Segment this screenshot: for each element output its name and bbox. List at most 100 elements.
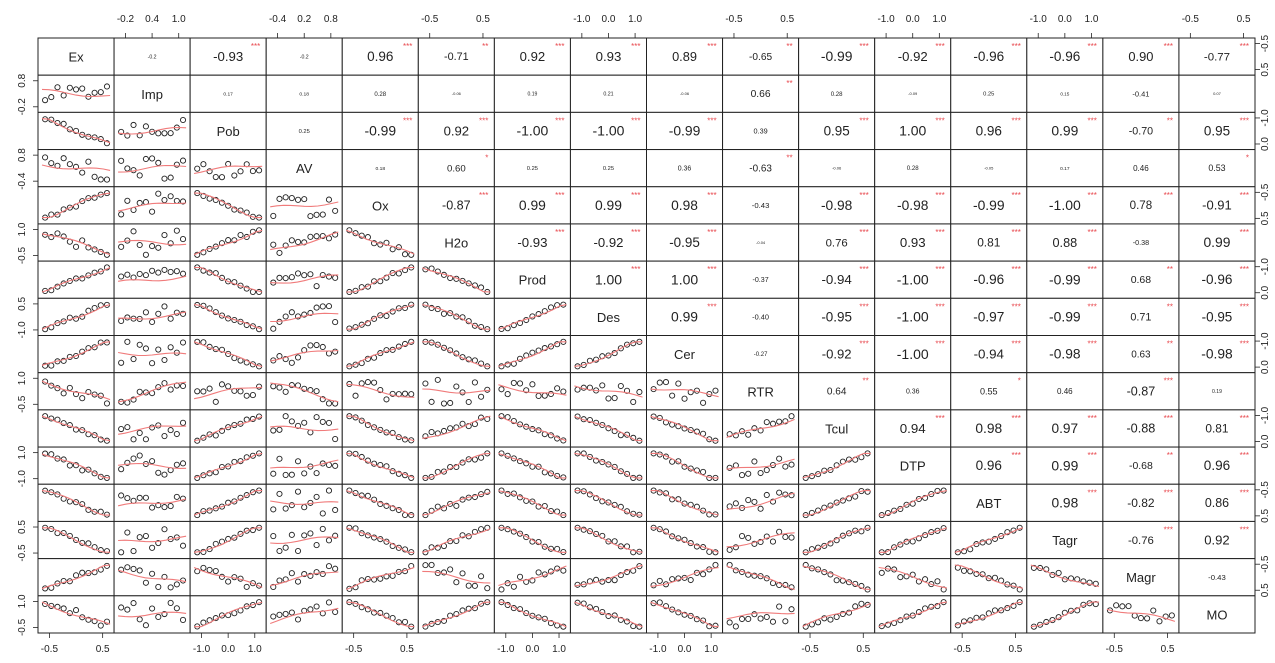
scatter-point-4-1-6 (155, 190, 162, 197)
panel-5-0 (37, 223, 115, 262)
tick-label-top-3-2: 0.8 (324, 14, 338, 25)
scatter-point-12-10-1 (808, 509, 815, 516)
scatter-point-9-5-2 (434, 376, 441, 383)
scatter-point-15-13-10 (1092, 601, 1099, 608)
scatter-point-10-2-1 (200, 434, 207, 441)
smoother-line-6-3 (270, 274, 339, 284)
scatter-point-10-9-10 (788, 413, 795, 420)
correlation-value-11-13: 0.99 (1051, 457, 1078, 473)
correlation-value-0-3: -0.2 (300, 54, 309, 60)
scatter-point-9-5-9 (478, 393, 485, 400)
significance-stars-4-10: *** (859, 191, 868, 200)
scatter-point-7-1-8 (167, 315, 174, 322)
correlation-value-1-10: 0.28 (831, 91, 843, 98)
panel-2-6 (493, 111, 571, 151)
correlation-value-0-5: -0.71 (444, 51, 469, 63)
scatter-point-11-4-8 (395, 470, 402, 477)
scatter-point-14-2-1 (200, 564, 207, 571)
panel-5-1 (113, 223, 191, 262)
scatter-point-15-1-1 (124, 606, 131, 613)
correlation-value-11-12: 0.96 (976, 458, 1002, 473)
scatter-point-10-1-0 (118, 425, 125, 433)
panel-14-3 (265, 558, 343, 597)
tick-label-bottom-14-1: 0.5 (1161, 644, 1175, 655)
panel-1-4 (341, 74, 419, 113)
significance-stars-2-7: *** (631, 116, 640, 125)
scatter-point-15-1-6 (155, 613, 162, 621)
panel-9-2 (189, 372, 267, 411)
panel-0-5 (417, 37, 495, 76)
panel-3-1 (113, 149, 191, 188)
scatter-point-12-2-4 (218, 503, 226, 510)
scatter-point-10-5-4 (447, 425, 454, 432)
correlation-value-3-13: 0.17 (1060, 166, 1070, 172)
scatter-point-6-0-0 (42, 287, 49, 294)
scatter-point-8-5-6 (459, 354, 466, 361)
scatter-point-5-2-4 (218, 240, 226, 247)
scatter-point-10-3-3 (288, 418, 295, 425)
scatter-point-7-1-5 (149, 318, 156, 326)
panel-8-3 (265, 335, 343, 374)
significance-stars-4-11: *** (935, 191, 944, 200)
scatter-point-15-2-8 (243, 603, 250, 610)
scatter-point-6-1-9 (173, 268, 180, 275)
scatter-point-6-1-5 (149, 267, 156, 274)
scatter-point-5-2-1 (200, 249, 207, 256)
scatter-point-14-8-1 (656, 577, 663, 584)
smoother-line-5-0 (41, 233, 111, 256)
scatter-point-3-0-4 (66, 161, 73, 168)
scatter-point-9-2-1 (200, 388, 207, 395)
scatter-point-15-8-8 (700, 617, 707, 624)
smoother-line-1-0 (41, 88, 111, 98)
scatter-point-9-5-8 (471, 379, 478, 386)
variable-label-Des: Des (597, 310, 621, 325)
correlation-value-4-13: -1.00 (1049, 197, 1081, 213)
significance-stars-6-8: *** (707, 265, 716, 274)
tick-label-left-15-0: 1.0 (17, 594, 28, 608)
tick-label-bottom-2-1: 0.0 (221, 644, 235, 655)
scatter-point-6-4-3 (364, 283, 371, 290)
scatter-point-10-3-8 (319, 418, 326, 425)
scatter-point-9-7-7 (617, 382, 624, 390)
significance-stars-2-4: *** (403, 116, 412, 125)
scatter-point-10-3-7 (313, 414, 320, 421)
smoother-line-8-4 (346, 341, 415, 367)
scatter-point-11-5-3 (440, 468, 448, 475)
scatter-point-11-0-6 (79, 467, 86, 474)
scatter-point-15-1-8 (167, 599, 174, 606)
scatter-point-5-1-3 (136, 241, 143, 249)
tick-label-top-7-1: 0.0 (602, 14, 616, 25)
scatter-point-13-3-7 (313, 542, 320, 549)
scatter-point-12-11-8 (928, 490, 935, 498)
significance-stars-0-5: ** (482, 42, 488, 51)
scatter-point-9-4-6 (383, 396, 390, 403)
scatter-point-7-1-6 (155, 310, 162, 317)
panel-4-10 (798, 186, 876, 225)
scatter-point-9-4-1 (352, 392, 359, 399)
scatter-point-15-1-7 (161, 610, 168, 618)
scatter-point-5-1-10 (179, 236, 187, 243)
scatter-point-12-7-1 (580, 488, 587, 495)
scatter-point-15-9-10 (788, 606, 795, 613)
significance-stars-8-14: ** (1167, 340, 1173, 349)
panel-14-6 (493, 558, 571, 597)
panel-1-2 (189, 74, 267, 113)
smoother-line-8-3 (270, 349, 339, 362)
panel-8-11 (874, 335, 952, 374)
scatter-point-12-5-5 (453, 502, 460, 509)
scatter-point-9-3-1 (276, 384, 283, 391)
scatter-point-10-3-4 (294, 422, 302, 429)
scatter-point-1-0-6 (79, 85, 86, 92)
scatter-point-15-7-7 (617, 616, 624, 623)
correlation-value-4-6: 0.99 (519, 197, 546, 213)
scatter-point-10-5-1 (428, 429, 435, 436)
significance-stars-4-8: *** (707, 191, 716, 200)
significance-stars-8-11: *** (935, 340, 944, 349)
scatter-point-7-4-6 (383, 312, 390, 320)
panel-9-9 (722, 372, 800, 411)
correlation-value-8-11: -1.00 (897, 346, 929, 362)
scatter-point-13-9-0 (726, 546, 733, 553)
significance-stars-6-15: *** (1240, 265, 1249, 274)
significance-stars-6-10: *** (859, 265, 868, 274)
significance-stars-6-13: *** (1088, 265, 1097, 274)
